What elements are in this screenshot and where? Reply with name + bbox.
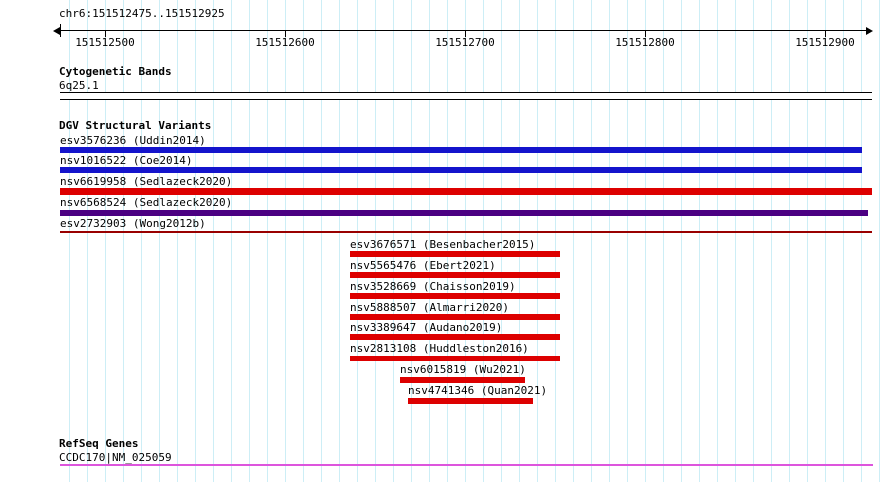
variant-bar[interactable]	[400, 377, 525, 383]
variant-bar[interactable]	[408, 398, 533, 404]
section-title-refseq-genes: RefSeq Genes	[59, 437, 139, 450]
variant-bar[interactable]	[60, 210, 868, 216]
cytoband-glyph[interactable]	[60, 92, 872, 100]
variant-label[interactable]: nsv6568524 (Sedlazeck2020)	[60, 196, 233, 209]
ruler-tick-label: 151512700	[435, 36, 495, 49]
variant-bar[interactable]	[350, 272, 560, 278]
ruler-line	[60, 30, 866, 31]
variant-label[interactable]: nsv5565476 (Ebert2021)	[350, 259, 496, 272]
variant-bar[interactable]	[350, 251, 560, 257]
variant-bar[interactable]	[350, 293, 560, 299]
region-label: chr6:151512475..151512925	[59, 7, 225, 20]
variant-bar[interactable]	[60, 147, 862, 153]
ruler-tick-label: 151512900	[795, 36, 855, 49]
ruler-tick	[645, 31, 646, 37]
variant-label[interactable]: nsv1016522 (Coe2014)	[60, 154, 193, 167]
variant-label[interactable]: nsv6619958 (Sedlazeck2020)	[60, 175, 233, 188]
variant-bar[interactable]	[350, 314, 560, 320]
variant-label[interactable]: esv2732903 (Wong2012b)	[60, 217, 206, 230]
variant-label[interactable]: nsv5888507 (Almarri2020)	[350, 301, 509, 314]
section-title-dgv-structural-variants: DGV Structural Variants	[59, 119, 212, 132]
ruler-tick	[285, 31, 286, 37]
variant-bar[interactable]	[60, 167, 862, 173]
variant-bar[interactable]	[350, 356, 560, 361]
ruler-tick-label: 151512600	[255, 36, 315, 49]
variant-bar[interactable]	[350, 334, 560, 340]
variant-bar[interactable]	[60, 188, 872, 195]
variant-label[interactable]: nsv4741346 (Quan2021)	[408, 384, 548, 397]
gene-glyph[interactable]	[60, 464, 873, 466]
variant-label[interactable]: nsv2813108 (Huddleston2016)	[350, 342, 529, 355]
variant-label[interactable]: nsv3389647 (Audano2019)	[350, 321, 503, 334]
variant-label[interactable]: nsv3528669 (Chaisson2019)	[350, 280, 516, 293]
variant-bar[interactable]	[60, 231, 872, 233]
section-title-cytogenetic-bands: Cytogenetic Bands	[59, 65, 172, 78]
ruler-start-tick	[60, 24, 61, 37]
ruler-tick	[105, 31, 106, 37]
ruler-tick-label: 151512500	[75, 36, 135, 49]
variant-label[interactable]: nsv6015819 (Wu2021)	[400, 363, 526, 376]
ruler-left-arrow-icon	[53, 27, 60, 35]
cytoband-label: 6q25.1	[59, 79, 99, 92]
variant-label[interactable]: esv3676571 (Besenbacher2015)	[350, 238, 536, 251]
ruler-right-arrow-icon	[866, 27, 873, 35]
ruler-tick	[825, 31, 826, 37]
gene-label[interactable]: CCDC170|NM_025059	[59, 451, 172, 464]
ruler-tick	[465, 31, 466, 37]
ruler-tick-label: 151512800	[615, 36, 675, 49]
variant-label[interactable]: esv3576236 (Uddin2014)	[60, 134, 206, 147]
